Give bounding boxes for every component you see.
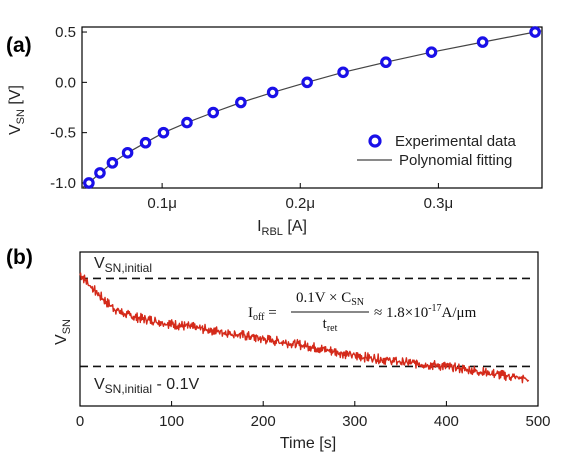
data-point <box>139 136 152 149</box>
data-point <box>301 76 313 89</box>
chart-a-xlabel: IRBL [A] <box>257 218 307 238</box>
data-point <box>121 146 134 159</box>
data-point <box>83 177 95 189</box>
xtick-label: 0.3μ <box>424 195 454 212</box>
data-point <box>380 56 392 69</box>
legend-marker-icon <box>368 134 382 148</box>
xtick-label: 0 <box>76 413 84 430</box>
xtick-label: 100 <box>159 413 184 430</box>
ytick-label: -1.0 <box>50 175 76 192</box>
panel-label-a: (a) <box>6 34 32 57</box>
chart-a-yticks: 0.5 0.0 -0.5 -1.0 <box>50 24 87 192</box>
data-point <box>337 66 349 79</box>
eq-rhs: ≈ 1.8×10-17A/μm <box>374 303 477 321</box>
ytick-label: 0.5 <box>55 24 76 41</box>
eq-denominator: tret <box>323 316 338 334</box>
ytick-label: -0.5 <box>50 125 76 142</box>
xtick-label: 300 <box>342 413 367 430</box>
data-point <box>181 116 193 129</box>
chart-b-frame <box>79 251 539 407</box>
chart-a-legend: Experimental data Polynomial fitting <box>357 133 517 169</box>
eq-lhs: Ioff = <box>248 305 277 323</box>
chart-a-frame <box>81 26 543 189</box>
ref-label-initial: VSN,initial <box>94 255 152 275</box>
ref-label-minus: VSN,initial - 0.1V <box>94 376 199 396</box>
chart-b-xlabel: Time [s] <box>280 435 336 452</box>
eq-numerator: 0.1V × CSN <box>296 290 364 308</box>
panel-label-b: (b) <box>6 246 33 269</box>
data-point <box>529 26 541 38</box>
chart-b-equation: Ioff = 0.1V × CSN tret ≈ 1.8×10-17A/μm <box>248 290 477 334</box>
chart-b-trace <box>79 272 530 384</box>
chart-a: 0.1μ 0.2μ 0.3μ 0.5 0.0 -0.5 -1.0 Experimental… <box>7 24 543 238</box>
xtick-label: 0.2μ <box>286 195 316 212</box>
xtick-label: 0.1μ <box>147 195 177 212</box>
retention-trace <box>79 272 530 384</box>
chart-a-xticks: 0.1μ 0.2μ 0.3μ <box>147 183 453 212</box>
data-point <box>157 126 170 139</box>
xtick-label: 500 <box>525 413 550 430</box>
xtick-label: 200 <box>251 413 276 430</box>
data-point <box>106 157 119 169</box>
data-point <box>266 86 279 99</box>
chart-b-xticks: 0 100 200 300 400 500 <box>76 401 551 430</box>
chart-a-ylabel: VSN [V] <box>7 85 27 135</box>
xtick-label: 400 <box>434 413 459 430</box>
data-point <box>207 106 220 119</box>
chart-b-ylabel: VSN <box>53 319 73 345</box>
data-point <box>235 96 247 109</box>
data-point <box>476 36 489 48</box>
legend-label-experimental: Experimental data <box>395 133 517 150</box>
data-point <box>94 167 106 179</box>
chart-b: 0 100 200 300 400 500 VSN,initial VSN,initial… <box>53 251 551 452</box>
legend-label-polynomial: Polynomial fitting <box>399 152 512 169</box>
data-point <box>425 46 438 58</box>
ytick-label: 0.0 <box>55 74 76 91</box>
chart-a-points <box>83 26 541 189</box>
